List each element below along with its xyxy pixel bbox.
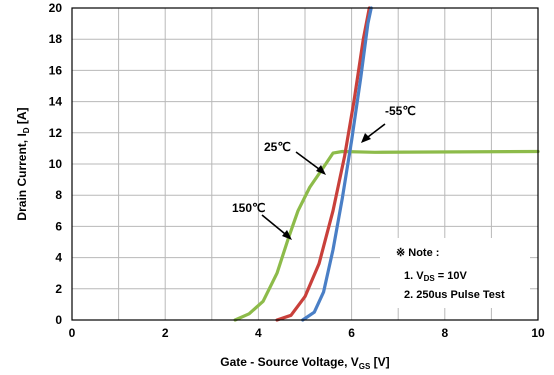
y-tick-label: 8 (55, 188, 62, 202)
note-title: ※ Note : (396, 247, 439, 259)
y-tick-labels: 0 2 4 6 8 10 12 14 16 18 20 (49, 1, 63, 327)
x-tick-label: 8 (441, 326, 448, 340)
arrowhead-25c (316, 165, 326, 175)
y-tick-label: 4 (55, 251, 62, 265)
x-tick-label: 0 (69, 326, 76, 340)
note-line-2: 2. 250us Pulse Test (404, 289, 505, 301)
x-tick-label: 4 (255, 326, 262, 340)
series-line-150c (233, 149, 540, 322)
note-box: ※ Note : 1. VDS = 10V 2. 250us Pulse Tes… (380, 238, 530, 308)
y-tick-label: 10 (49, 157, 63, 171)
y-tick-label: 0 (55, 313, 62, 327)
y-tick-label: 18 (49, 32, 63, 46)
annotation-25c: 25℃ (264, 140, 291, 154)
annotations: 150℃ 25℃ -55℃ (232, 104, 416, 240)
y-tick-label: 20 (49, 1, 63, 15)
x-tick-label: 2 (162, 326, 169, 340)
note-line-1: 1. VDS = 10V (404, 270, 467, 283)
annotation-150c: 150℃ (232, 201, 266, 215)
y-tick-label: 12 (49, 126, 63, 140)
arrowhead-150c (282, 230, 292, 240)
x-tick-labels: 0 2 4 6 8 10 (69, 326, 545, 340)
x-tick-label: 6 (348, 326, 355, 340)
annotation-minus55c: -55℃ (385, 104, 416, 118)
arrowhead-minus55c (361, 133, 371, 143)
plot-frame (71, 7, 539, 321)
series-line-25c (275, 6, 371, 322)
y-tick-label: 14 (49, 95, 63, 109)
series-line-minus55c (301, 6, 373, 322)
series-group (233, 6, 540, 322)
note-background (380, 238, 530, 308)
y-axis-label: Drain Current, ID [A] (15, 107, 31, 220)
x-tick-label: 10 (531, 326, 545, 340)
x-axis-label: Gate - Source Voltage, VGS [V] (220, 355, 389, 371)
y-tick-label: 6 (55, 219, 62, 233)
y-tick-label: 16 (49, 63, 63, 77)
y-tick-label: 2 (55, 282, 62, 296)
